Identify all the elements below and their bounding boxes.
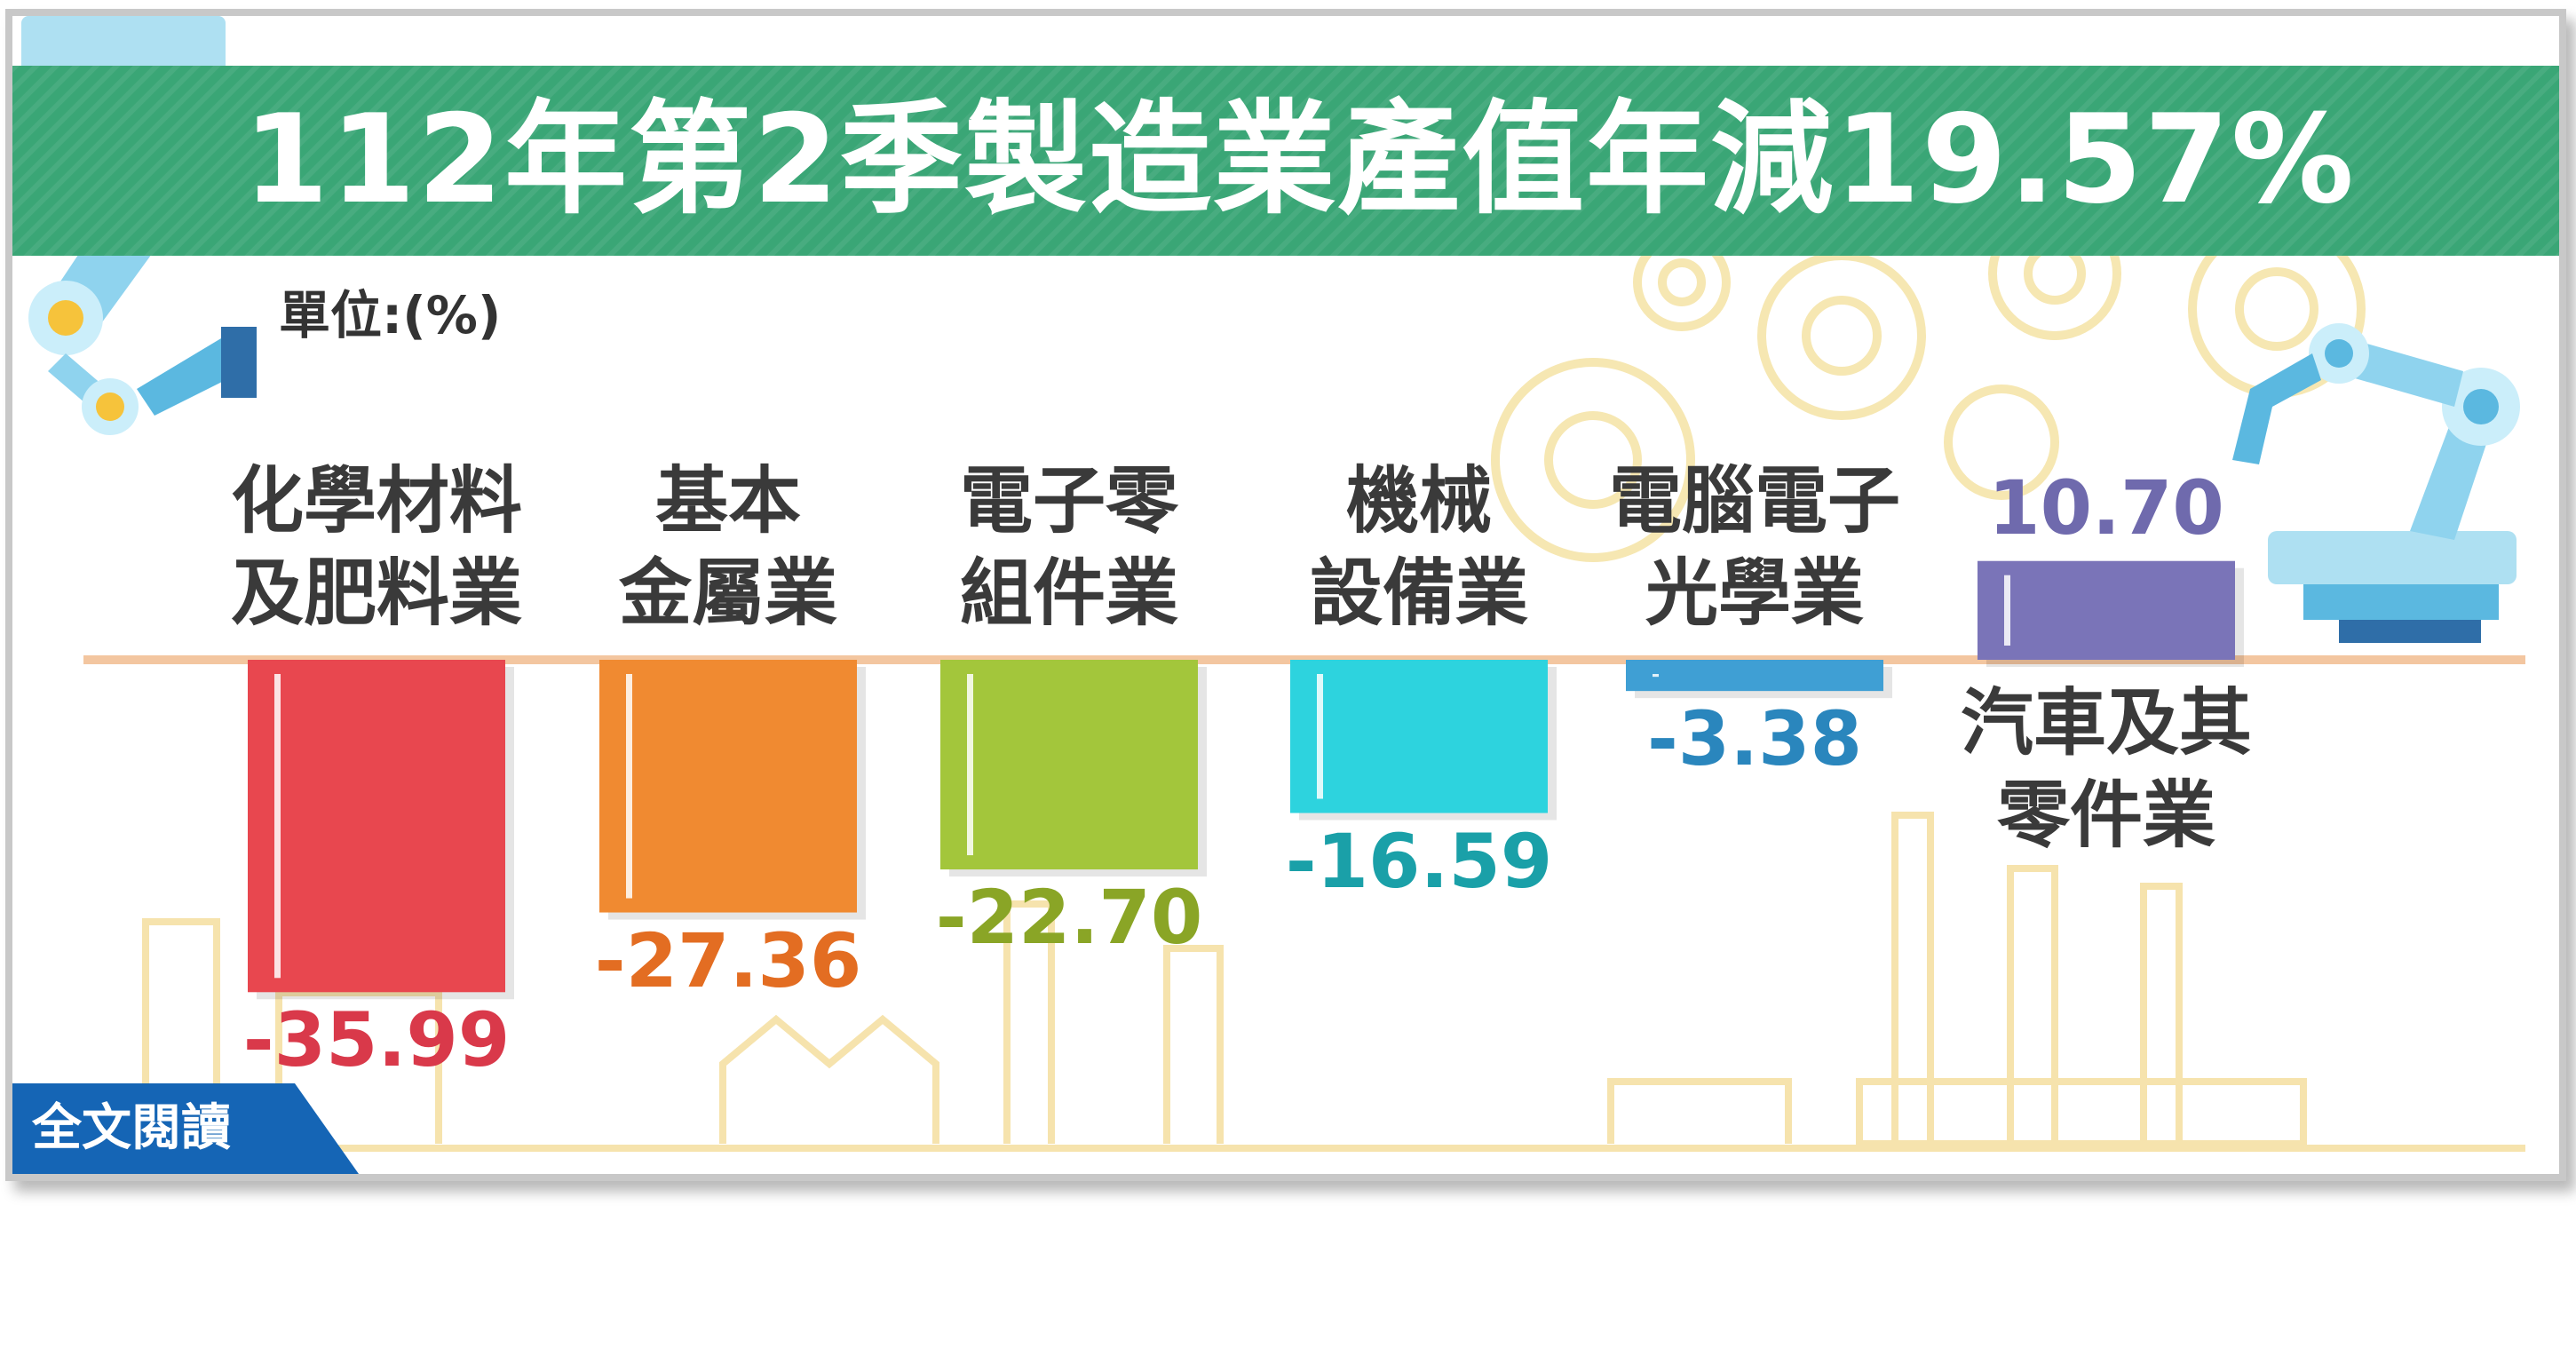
category-label: 機械 設備業	[1309, 459, 1528, 636]
data-label: 10.70	[1988, 464, 2224, 551]
background-gears-decoration	[1491, 207, 2366, 562]
data-label: -35.99	[242, 996, 511, 1084]
bar	[1290, 660, 1548, 813]
bar	[940, 660, 1198, 870]
data-label: -3.38	[1646, 695, 1863, 783]
bar-highlight	[1317, 674, 1323, 799]
data-label: -16.59	[1285, 817, 1553, 905]
category-label: 汽車及其 零件業	[1960, 681, 2252, 858]
bar	[248, 660, 505, 993]
title-banner	[12, 66, 2559, 256]
category-label: 基本 金屬業	[618, 459, 837, 636]
category-label: 化學材料 及肥料業	[230, 459, 522, 636]
bar	[1978, 560, 2235, 660]
background-factory-decoration	[48, 812, 2525, 1152]
infographic-frame: 112年第2季製造業產值年減19.57% 單位:(%) 化學材料 及肥料業 基本 …	[5, 9, 2566, 1181]
bar-highlight	[1653, 674, 1659, 678]
chart-canvas	[21, 16, 2525, 1152]
unit-label: 單位:(%)	[279, 285, 502, 345]
bar-highlight	[626, 674, 632, 899]
bar-highlight	[2004, 575, 2010, 646]
category-label: 電腦電子 光學業	[1608, 459, 1900, 636]
bar	[1626, 660, 1883, 692]
data-label: -27.36	[594, 916, 862, 1004]
read-more-button[interactable]: 全文閱讀	[12, 1083, 359, 1174]
banner-stripes	[12, 66, 2559, 256]
bar-highlight	[274, 674, 281, 979]
chart-title: 112年第2季製造業產值年減19.57%	[243, 88, 2356, 231]
bar	[599, 660, 857, 913]
bar-highlight	[967, 674, 973, 856]
data-label: -22.70	[935, 874, 1203, 962]
robot-arm-right-decoration	[2232, 323, 2520, 643]
category-label: 電子零 組件業	[959, 459, 1178, 636]
